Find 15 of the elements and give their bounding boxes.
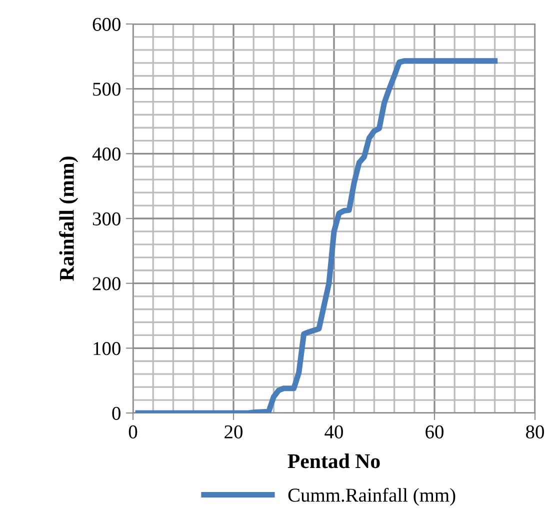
- y-axis-title: Rainfall (mm): [59, 156, 78, 281]
- x-tick-label: 80: [526, 425, 544, 438]
- y-tick-label: 0: [112, 406, 120, 420]
- x-tick-label: 20: [224, 425, 242, 438]
- y-tick-label: 600: [92, 18, 120, 31]
- x-axis-title: Pentad No: [288, 454, 380, 468]
- y-tick-label: 200: [92, 277, 120, 290]
- y-tick-label: 500: [93, 82, 120, 96]
- x-tick-label: 0: [128, 425, 138, 438]
- y-tick-label: 400: [92, 147, 120, 161]
- legend-label: Cumm.Rainfall (mm): [288, 488, 456, 506]
- y-tick-label: 100: [94, 342, 120, 356]
- x-tick-label: 60: [426, 425, 444, 438]
- x-tick-label: 40: [324, 425, 343, 438]
- y-tick-label: 300: [92, 212, 120, 226]
